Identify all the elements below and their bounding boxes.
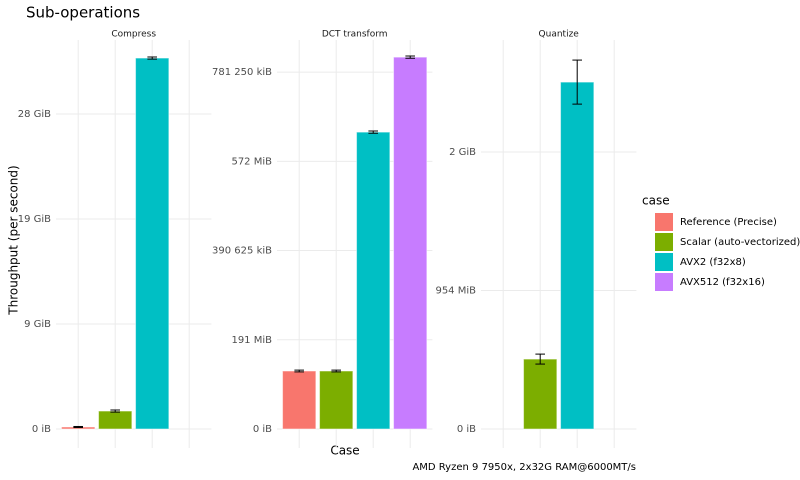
legend-swatch — [655, 253, 673, 271]
bar — [282, 370, 317, 430]
y-tick-label: 2 GiB — [449, 147, 476, 158]
y-axis-label: Throughput (per second) — [7, 165, 21, 315]
y-tick-label: 191 MiB — [231, 335, 272, 346]
legend-label: Scalar (auto-vectorized) — [680, 237, 800, 248]
chart-title: Sub-operations — [26, 4, 140, 22]
legend-label: Reference (Precise) — [680, 217, 777, 228]
y-tick-label: 0 iB — [253, 424, 272, 435]
y-tick-label: 0 iB — [32, 424, 51, 435]
bar — [319, 370, 354, 430]
legend-swatch — [655, 213, 673, 231]
y-tick-label: 9 GiB — [24, 319, 51, 330]
y-tick-label: 0 iB — [457, 424, 476, 435]
facet-title: Compress — [111, 30, 156, 40]
bar — [523, 358, 558, 430]
y-tick-label: 781 250 kiB — [212, 67, 272, 78]
x-axis-label: Case — [330, 444, 359, 458]
legend-swatch — [655, 233, 673, 251]
bar — [560, 81, 595, 430]
facet-title: Quantize — [539, 30, 580, 40]
caption: AMD Ryzen 9 7950x, 2x32G RAM@6000MT/s — [412, 462, 636, 473]
legend-label: AVX2 (f32x8) — [680, 257, 746, 268]
bar — [393, 56, 428, 430]
legend-title: case — [642, 194, 670, 208]
bar — [356, 131, 391, 430]
bar — [98, 410, 133, 430]
y-tick-label: 28 GiB — [18, 109, 51, 120]
bar — [135, 57, 170, 430]
legend-swatch — [655, 273, 673, 291]
y-tick-label: 572 MiB — [231, 156, 272, 167]
y-tick-label: 19 GiB — [18, 214, 51, 225]
facet-title: DCT transform — [322, 30, 388, 40]
legend-label: AVX512 (f32x16) — [680, 277, 765, 288]
y-tick-label: 390 625 kiB — [212, 246, 272, 257]
y-tick-label: 954 MiB — [435, 286, 476, 297]
